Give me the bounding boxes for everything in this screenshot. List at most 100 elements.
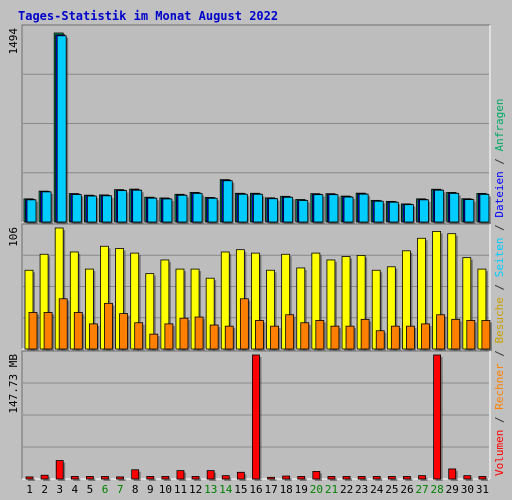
bar-seiten-day-11 [177, 194, 188, 223]
bar-volumen-day-17-shadow [269, 479, 277, 481]
x-tick-label-day-19: 19 [295, 483, 308, 496]
bar-rechner-day-17 [270, 325, 279, 350]
bar-volumen-day-26-shadow [405, 478, 413, 481]
x-tick-label-day-6: 6 [102, 483, 109, 496]
bar-seiten-day-19 [298, 200, 309, 223]
bar-seiten-day-27 [419, 199, 429, 223]
bar-rechner-day-27 [421, 323, 430, 350]
bar-rechner-day-9 [149, 333, 159, 350]
bar-volumen-day-25 [387, 476, 396, 480]
legend-part-6: Seiten [493, 238, 506, 278]
y-max-label-hits: 1494 [7, 28, 20, 55]
bar-rechner-day-8 [134, 322, 144, 350]
bar-seiten-day-14 [222, 180, 233, 223]
bar-rechner-day-18 [285, 314, 295, 350]
bar-seiten-day-21 [328, 194, 339, 223]
bar-volumen-day-9-shadow [148, 478, 156, 481]
bar-volumen-day-7 [116, 476, 124, 480]
x-tick-label-day-8: 8 [132, 483, 139, 496]
chart-title: Tages-Statistik im Monat August 2022 [18, 9, 278, 23]
bar-volumen-day-12 [191, 476, 200, 480]
y-max-label-volume: 147.73 MB [7, 354, 20, 414]
bar-seiten-day-30 [464, 199, 475, 223]
x-tick-label-day-26: 26 [400, 483, 413, 496]
legend-part-0: Volumen [493, 430, 506, 476]
bar-volumen-day-8 [131, 469, 140, 480]
bar-volumen-day-1-shadow [28, 478, 35, 481]
bar-seiten-day-7 [117, 190, 127, 223]
bar-volumen-day-26 [403, 476, 411, 480]
bar-volumen-day-2 [40, 474, 49, 480]
bar-volumen-day-31 [478, 476, 487, 480]
bar-rechner-day-22 [345, 325, 355, 350]
bar-seiten-day-16 [253, 193, 263, 223]
bar-seiten-day-15 [237, 193, 248, 223]
bar-volumen-day-21 [327, 476, 336, 480]
x-tick-label-day-30: 30 [461, 483, 474, 496]
x-tick-label-day-11: 11 [174, 483, 187, 496]
bar-volumen-day-13 [206, 470, 215, 480]
bar-rechner-day-26 [406, 325, 415, 350]
bar-volumen-day-3 [55, 460, 64, 480]
bar-volumen-day-29 [448, 468, 457, 480]
bar-rechner-day-1 [28, 312, 38, 350]
bar-volumen-day-31-shadow [480, 478, 488, 481]
bar-seiten-day-1 [26, 199, 37, 223]
x-tick-label-day-22: 22 [340, 483, 353, 496]
bar-seiten-day-10 [162, 198, 173, 223]
bar-rechner-day-19 [300, 322, 310, 350]
bar-volumen-day-21-shadow [329, 478, 337, 481]
bar-seiten-day-3 [56, 35, 67, 223]
bar-rechner-day-21 [330, 325, 340, 350]
bar-volumen-day-24-shadow [375, 478, 383, 481]
x-tick-label-day-15: 15 [234, 483, 247, 496]
bar-volumen-day-9 [146, 476, 155, 480]
bar-rechner-day-16 [255, 320, 264, 350]
bar-volumen-day-18-shadow [284, 478, 292, 481]
bar-volumen-day-19-shadow [299, 478, 307, 481]
x-tick-label-day-20: 20 [310, 483, 323, 496]
x-tick-label-day-10: 10 [159, 483, 172, 496]
x-tick-label-day-12: 12 [189, 483, 202, 496]
bar-seiten-day-2 [41, 191, 52, 223]
bar-seiten-day-8 [132, 189, 143, 223]
bar-rechner-day-14 [224, 325, 234, 350]
bar-volumen-day-4-shadow [73, 478, 81, 481]
bar-volumen-day-19 [297, 476, 306, 480]
bar-seiten-day-24 [373, 200, 384, 223]
bar-seiten-day-25 [388, 201, 399, 223]
bar-rechner-day-13 [209, 324, 219, 350]
x-tick-label-day-25: 25 [385, 483, 398, 496]
bar-volumen-day-17 [267, 476, 275, 480]
bar-volumen-day-23 [357, 476, 366, 480]
legend-part-4: Besuche [493, 297, 506, 343]
x-tick-label-day-3: 3 [56, 483, 63, 496]
x-tick-label-day-5: 5 [87, 483, 94, 496]
bar-rechner-day-31 [481, 320, 491, 350]
bar-volumen-day-5 [85, 476, 94, 480]
x-tick-label-day-18: 18 [280, 483, 293, 496]
x-tick-label-day-29: 29 [446, 483, 459, 496]
bar-rechner-day-30 [466, 320, 476, 350]
bar-volumen-day-11 [176, 470, 185, 480]
bar-volumen-day-16 [252, 354, 260, 480]
legend-part-3: / [493, 344, 506, 364]
bar-rechner-day-15 [239, 298, 249, 350]
bar-volumen-day-6 [101, 476, 109, 480]
bar-seiten-day-29 [449, 193, 460, 223]
bar-rechner-day-12 [194, 316, 204, 350]
bar-seiten-day-23 [358, 193, 369, 223]
bar-volumen-day-6-shadow [103, 478, 111, 481]
bar-volumen-day-22 [342, 476, 351, 480]
bar-rechner-day-7 [119, 313, 128, 350]
bar-seiten-day-4 [71, 194, 82, 223]
x-tick-label-day-17: 17 [264, 483, 277, 496]
x-tick-label-day-21: 21 [325, 483, 338, 496]
bar-volumen-day-5-shadow [88, 478, 96, 481]
bar-volumen-day-27 [418, 475, 426, 480]
bar-rechner-day-2 [43, 312, 53, 350]
bar-rechner-day-25 [390, 325, 400, 350]
legend-part-2: Rechner [493, 363, 506, 410]
bar-volumen-day-10 [161, 476, 170, 480]
